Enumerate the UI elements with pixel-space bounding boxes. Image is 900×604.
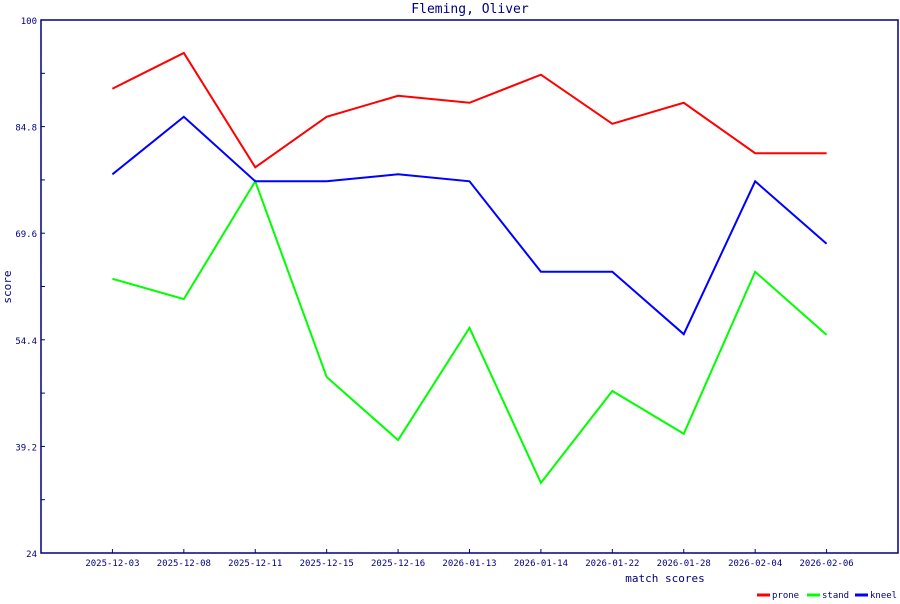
legend: prone stand kneel [757, 591, 897, 600]
legend-label-kneel: kneel [870, 591, 897, 600]
x-tick-label: 2025-12-16 [371, 559, 425, 569]
x-tick-label: 2026-01-13 [442, 559, 496, 569]
series-line-kneel [112, 117, 826, 334]
legend-label-stand: stand [822, 591, 849, 600]
x-tick-label: 2026-01-28 [657, 559, 711, 569]
y-tick-label: 39.2 [15, 443, 37, 453]
x-tick-label: 2026-02-04 [728, 559, 782, 569]
y-tick-label: 54.4 [15, 337, 37, 347]
chart-title: Fleming, Oliver [411, 2, 529, 17]
series-lines [112, 53, 826, 483]
y-tick-label: 24 [26, 550, 37, 560]
x-tick-label: 2025-12-11 [228, 559, 282, 569]
series-line-stand [112, 181, 826, 483]
x-tick-label: 2026-01-14 [514, 559, 568, 569]
axes: 100 84.8 69.6 54.4 39.2 24 2025-12-03 2025-12-0… [15, 17, 898, 569]
legend-label-prone: prone [772, 591, 799, 600]
x-tick-label: 2025-12-15 [300, 559, 354, 569]
plot-frame [41, 20, 898, 553]
x-tick-label: 2025-12-03 [85, 559, 139, 569]
y-tick-label: 69.6 [15, 230, 37, 240]
y-axis-label: score [1, 270, 14, 303]
x-tick-label: 2026-01-22 [585, 559, 639, 569]
x-axis-label: match scores [625, 572, 704, 585]
y-tick-label: 100 [21, 17, 37, 27]
y-tick-label: 84.8 [15, 124, 37, 134]
x-tick-label: 2026-02-06 [799, 559, 853, 569]
x-tick-label: 2025-12-08 [157, 559, 211, 569]
